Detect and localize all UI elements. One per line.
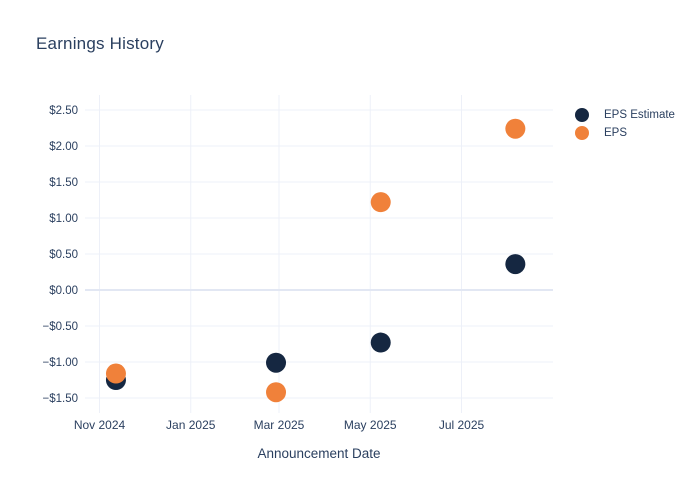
y-tick-label: $1.50 <box>49 177 78 189</box>
eps-estimate-swatch-icon <box>575 108 589 122</box>
legend-label-eps: EPS <box>604 127 628 139</box>
data-point-eps[interactable] <box>370 192 391 213</box>
legend-item-eps-estimate[interactable]: EPS Estimate <box>575 106 675 124</box>
legend-item-eps[interactable]: EPS <box>575 124 675 142</box>
legend-label-eps-estimate: EPS Estimate <box>604 109 675 121</box>
x-tick-label: May 2025 <box>344 418 397 432</box>
data-point-eps-estimate[interactable] <box>266 352 287 373</box>
y-tick-label: $0.50 <box>49 249 78 261</box>
y-tick-label: $0.00 <box>49 285 78 297</box>
y-tick-label: −$1.50 <box>43 393 79 405</box>
y-tick-label: $2.50 <box>49 105 78 117</box>
chart-title: Earnings History <box>36 34 164 53</box>
data-point-eps-estimate[interactable] <box>505 254 526 275</box>
x-tick-label: Jul 2025 <box>439 418 485 432</box>
eps-swatch-icon <box>575 126 589 140</box>
y-tick-label: −$1.00 <box>43 357 79 369</box>
data-point-eps[interactable] <box>105 363 126 384</box>
legend: EPS Estimate EPS <box>575 106 675 142</box>
y-tick-label: $1.00 <box>49 213 78 225</box>
y-tick-label: −$0.50 <box>43 321 79 333</box>
x-tick-label: Mar 2025 <box>254 418 305 432</box>
data-point-eps-estimate[interactable] <box>370 332 391 353</box>
data-point-eps[interactable] <box>505 118 526 139</box>
data-point-eps[interactable] <box>266 382 287 403</box>
x-tick-label: Jan 2025 <box>166 418 216 432</box>
x-tick-label: Nov 2024 <box>74 418 126 432</box>
y-tick-label: $2.00 <box>49 141 78 153</box>
x-axis-title: Announcement Date <box>257 446 381 461</box>
